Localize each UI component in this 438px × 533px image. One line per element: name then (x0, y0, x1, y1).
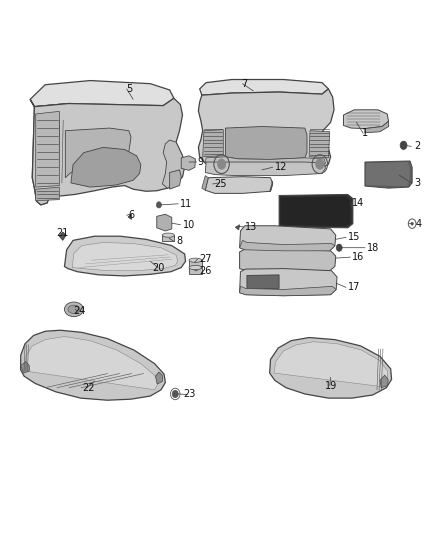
Polygon shape (170, 170, 181, 189)
Circle shape (336, 244, 342, 252)
Polygon shape (162, 140, 185, 188)
PathPatch shape (274, 342, 388, 386)
Polygon shape (198, 89, 334, 171)
Text: 25: 25 (215, 179, 227, 189)
Circle shape (217, 159, 226, 169)
Ellipse shape (162, 233, 174, 237)
Polygon shape (205, 162, 325, 175)
Polygon shape (366, 162, 410, 186)
Text: 20: 20 (153, 263, 165, 272)
Text: 2: 2 (414, 141, 420, 151)
Text: 24: 24 (73, 306, 86, 316)
Polygon shape (365, 122, 389, 133)
Polygon shape (200, 79, 328, 95)
Text: 12: 12 (275, 162, 287, 172)
Text: 15: 15 (348, 232, 360, 243)
Polygon shape (30, 99, 69, 205)
Polygon shape (189, 268, 202, 274)
PathPatch shape (71, 148, 141, 187)
Text: 7: 7 (242, 79, 248, 88)
Text: 4: 4 (416, 219, 422, 229)
Text: 26: 26 (200, 265, 212, 276)
Polygon shape (162, 235, 174, 241)
Text: 18: 18 (367, 243, 379, 253)
Text: 1: 1 (362, 128, 368, 138)
Polygon shape (59, 232, 66, 240)
Polygon shape (36, 187, 59, 201)
Polygon shape (189, 260, 202, 266)
Polygon shape (155, 372, 162, 384)
Polygon shape (240, 249, 336, 272)
Polygon shape (365, 161, 412, 188)
Ellipse shape (189, 265, 202, 270)
Text: 16: 16 (352, 252, 364, 262)
Polygon shape (205, 157, 325, 171)
Polygon shape (203, 130, 223, 157)
Polygon shape (205, 176, 272, 193)
Polygon shape (128, 214, 131, 220)
PathPatch shape (64, 236, 186, 276)
PathPatch shape (21, 330, 166, 400)
Ellipse shape (64, 302, 83, 317)
Polygon shape (309, 131, 330, 158)
Text: 27: 27 (200, 254, 212, 264)
PathPatch shape (72, 243, 178, 271)
Polygon shape (270, 181, 272, 191)
Polygon shape (36, 111, 59, 187)
Polygon shape (247, 275, 279, 288)
Text: 8: 8 (176, 237, 182, 246)
Text: 3: 3 (414, 178, 420, 188)
Text: 9: 9 (198, 157, 204, 167)
Text: 21: 21 (56, 228, 68, 238)
Text: 5: 5 (126, 84, 132, 94)
Ellipse shape (68, 305, 80, 313)
Polygon shape (343, 110, 389, 128)
PathPatch shape (25, 336, 158, 390)
Polygon shape (30, 80, 174, 107)
Polygon shape (240, 240, 335, 251)
Polygon shape (380, 375, 388, 387)
Text: 14: 14 (352, 198, 364, 208)
Text: 13: 13 (245, 222, 257, 232)
Ellipse shape (189, 258, 202, 262)
Polygon shape (181, 156, 195, 171)
Polygon shape (240, 269, 337, 296)
Text: 17: 17 (348, 282, 360, 293)
PathPatch shape (235, 225, 240, 230)
Circle shape (172, 390, 178, 398)
Polygon shape (157, 214, 172, 231)
Polygon shape (279, 195, 353, 228)
Text: 22: 22 (82, 383, 94, 393)
Polygon shape (226, 126, 307, 159)
Text: 11: 11 (180, 199, 193, 209)
Polygon shape (202, 175, 208, 190)
Polygon shape (240, 226, 336, 251)
Circle shape (400, 141, 407, 149)
Text: 19: 19 (325, 381, 337, 391)
PathPatch shape (270, 337, 392, 398)
Polygon shape (240, 286, 336, 296)
Circle shape (315, 159, 324, 169)
Circle shape (156, 201, 162, 208)
Polygon shape (280, 197, 350, 227)
Text: 23: 23 (183, 390, 195, 399)
Polygon shape (65, 128, 131, 177)
Text: 10: 10 (183, 220, 195, 230)
Text: 6: 6 (129, 211, 135, 220)
Polygon shape (32, 98, 185, 205)
Polygon shape (21, 361, 29, 373)
Circle shape (411, 222, 413, 225)
